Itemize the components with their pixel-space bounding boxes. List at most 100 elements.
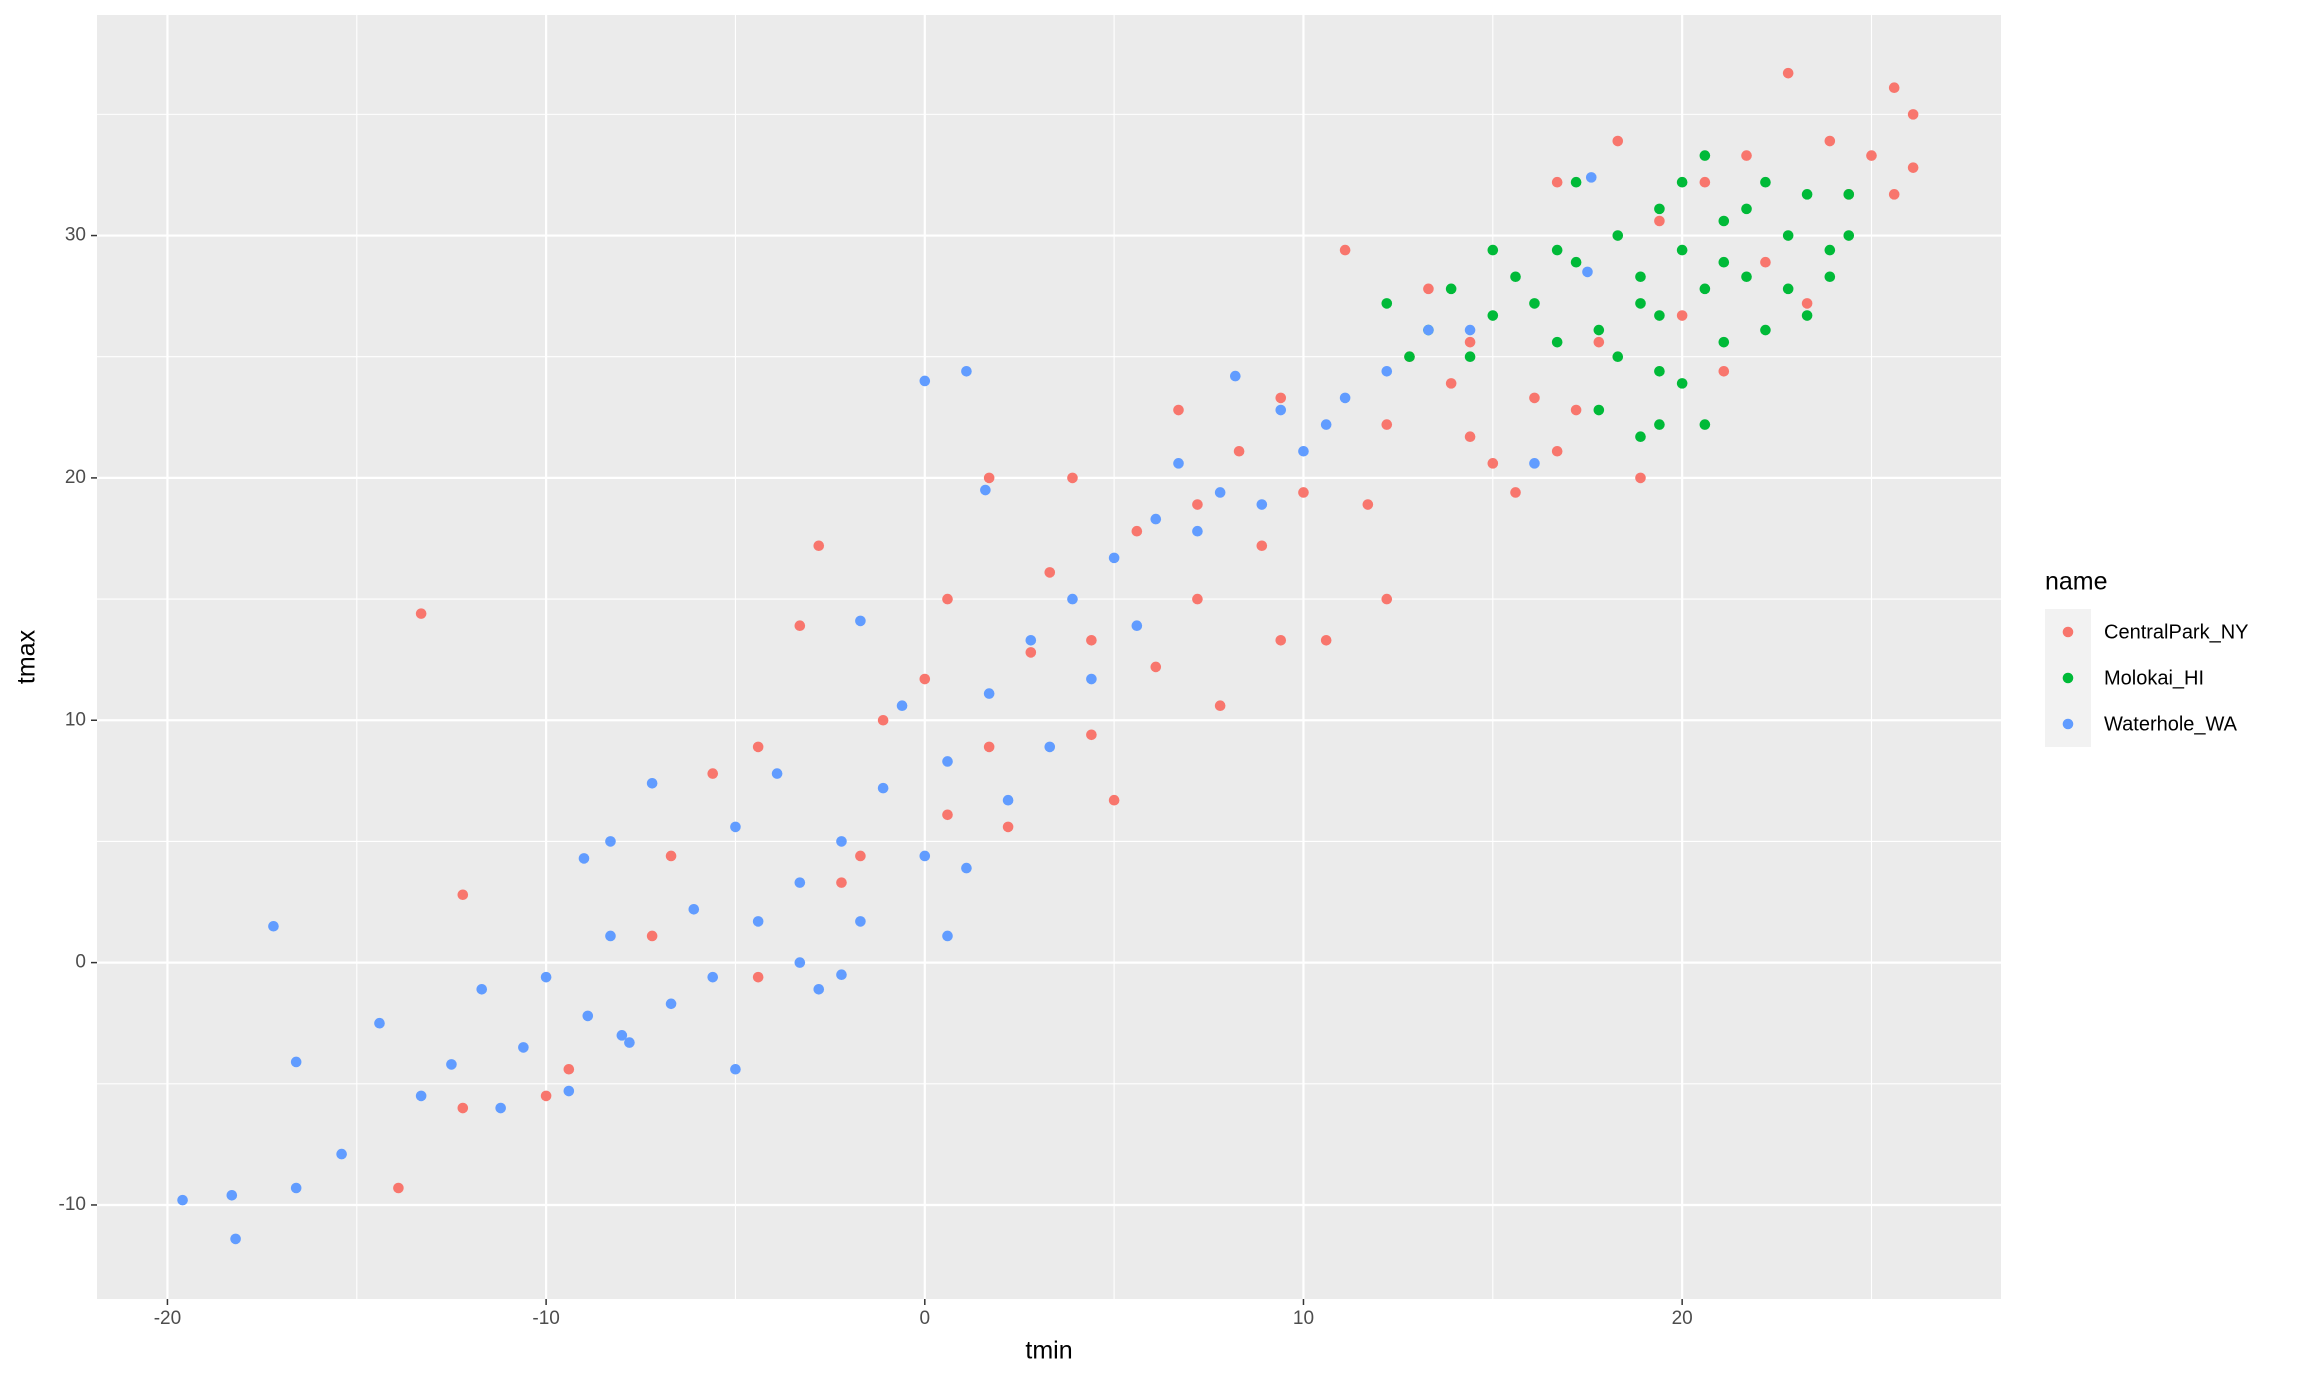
point bbox=[1381, 419, 1393, 430]
point bbox=[1612, 230, 1624, 241]
point bbox=[1256, 540, 1268, 552]
point bbox=[1551, 244, 1563, 256]
point bbox=[1529, 392, 1540, 404]
point bbox=[1585, 172, 1597, 183]
point bbox=[1025, 634, 1037, 646]
point bbox=[1635, 298, 1646, 309]
point bbox=[495, 1102, 506, 1114]
point bbox=[540, 971, 552, 983]
point bbox=[1067, 593, 1078, 605]
point bbox=[1888, 82, 1900, 94]
point bbox=[1510, 271, 1521, 283]
point bbox=[1741, 271, 1752, 283]
point bbox=[1760, 256, 1771, 268]
point bbox=[1593, 336, 1605, 348]
point bbox=[752, 741, 764, 753]
point bbox=[1173, 458, 1184, 469]
point bbox=[457, 1102, 469, 1114]
point bbox=[855, 916, 866, 927]
point bbox=[919, 375, 931, 387]
point bbox=[1256, 499, 1268, 510]
point bbox=[1676, 378, 1688, 389]
point bbox=[942, 593, 953, 605]
point bbox=[518, 1042, 529, 1053]
point bbox=[1487, 458, 1499, 469]
point bbox=[1423, 283, 1434, 295]
point bbox=[1529, 298, 1540, 309]
point bbox=[336, 1148, 347, 1160]
legend-title: name bbox=[2045, 568, 2108, 596]
point bbox=[1214, 700, 1226, 712]
point bbox=[1718, 256, 1730, 268]
point bbox=[1320, 419, 1332, 430]
point bbox=[1173, 404, 1184, 416]
point bbox=[1044, 567, 1056, 578]
point bbox=[1718, 336, 1730, 348]
point bbox=[1593, 324, 1605, 336]
point bbox=[836, 877, 847, 888]
point bbox=[1108, 552, 1120, 564]
point bbox=[983, 741, 995, 753]
point bbox=[1404, 351, 1415, 363]
point bbox=[476, 983, 488, 995]
point bbox=[1907, 109, 1919, 120]
point bbox=[1320, 634, 1332, 646]
point bbox=[1760, 176, 1771, 188]
point bbox=[1551, 445, 1563, 457]
point bbox=[771, 768, 783, 779]
point bbox=[226, 1189, 238, 1201]
x-tick-label: 10 bbox=[1293, 1308, 1314, 1329]
point bbox=[1339, 392, 1351, 404]
point bbox=[1888, 189, 1900, 200]
legend-label: Molokai_HI bbox=[2104, 667, 2204, 689]
point bbox=[1487, 244, 1499, 256]
point bbox=[813, 540, 825, 552]
point bbox=[1907, 162, 1919, 173]
point bbox=[1699, 150, 1711, 161]
legend-label: CentralPark_NY bbox=[2104, 621, 2249, 643]
point bbox=[1529, 458, 1540, 469]
point bbox=[605, 930, 616, 942]
plot-panel bbox=[97, 15, 2001, 1299]
point bbox=[1131, 620, 1143, 632]
x-axis-label: tmin bbox=[1025, 1337, 1072, 1365]
point bbox=[374, 1017, 385, 1029]
point bbox=[813, 983, 825, 995]
point bbox=[1612, 135, 1624, 147]
point bbox=[1760, 324, 1771, 336]
point bbox=[1445, 378, 1457, 389]
point bbox=[1582, 266, 1593, 278]
x-tick-label: -10 bbox=[532, 1308, 559, 1329]
point bbox=[730, 1063, 741, 1075]
point bbox=[1635, 472, 1646, 484]
point bbox=[1002, 794, 1014, 806]
point bbox=[268, 920, 279, 932]
point bbox=[177, 1194, 188, 1206]
legend-label: Waterhole_WA bbox=[2104, 713, 2238, 735]
point bbox=[1464, 324, 1476, 336]
point bbox=[1230, 370, 1241, 382]
point bbox=[1086, 729, 1097, 741]
point bbox=[1551, 176, 1563, 188]
point bbox=[919, 850, 931, 862]
point bbox=[1025, 647, 1037, 658]
point bbox=[961, 862, 972, 874]
point bbox=[896, 700, 908, 712]
point bbox=[605, 836, 616, 847]
point bbox=[961, 365, 972, 377]
point bbox=[415, 1090, 427, 1102]
point bbox=[877, 782, 889, 794]
point bbox=[415, 608, 427, 619]
point bbox=[942, 930, 953, 942]
point bbox=[1570, 404, 1582, 416]
point bbox=[230, 1233, 241, 1245]
point bbox=[983, 472, 995, 484]
point bbox=[707, 971, 719, 983]
y-axis-label: tmax bbox=[13, 629, 41, 684]
point bbox=[290, 1182, 302, 1194]
point bbox=[1635, 271, 1646, 283]
point bbox=[457, 889, 469, 901]
point bbox=[624, 1037, 635, 1048]
point bbox=[1381, 365, 1393, 377]
point bbox=[1843, 189, 1855, 200]
